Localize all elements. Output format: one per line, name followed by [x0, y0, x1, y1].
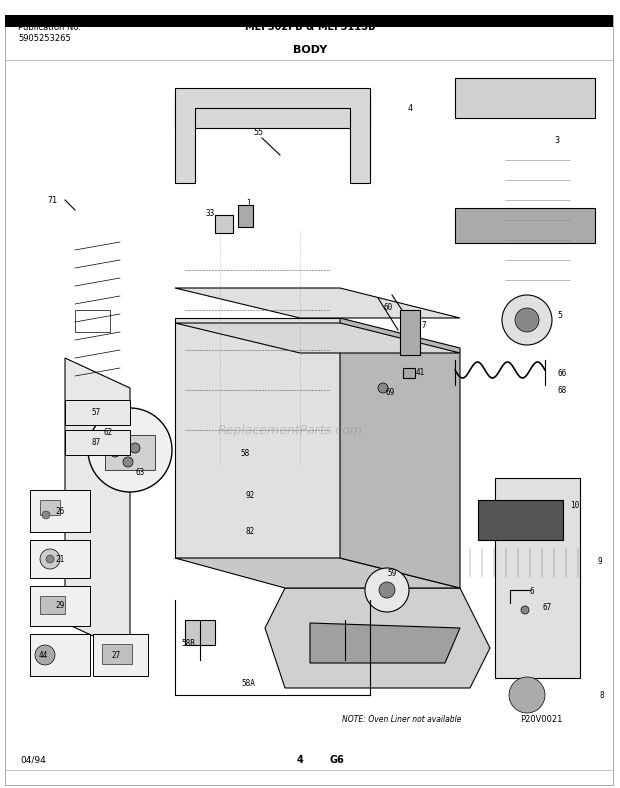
Text: 4: 4: [296, 755, 303, 765]
Text: BODY: BODY: [293, 45, 327, 55]
Text: 5: 5: [557, 310, 562, 319]
Bar: [102, 644, 132, 664]
Polygon shape: [175, 288, 460, 318]
Bar: [5, 15, 613, 27]
Polygon shape: [310, 623, 460, 663]
Polygon shape: [340, 318, 460, 588]
Text: 71: 71: [47, 195, 57, 205]
Polygon shape: [455, 208, 595, 243]
Circle shape: [42, 511, 50, 519]
Polygon shape: [175, 318, 340, 558]
Bar: [30, 634, 90, 676]
Text: 26: 26: [55, 507, 64, 515]
Text: 67: 67: [542, 604, 552, 612]
Circle shape: [515, 308, 539, 332]
Text: 58B: 58B: [181, 638, 195, 648]
Polygon shape: [175, 88, 370, 183]
Bar: [238, 205, 253, 227]
Text: 1: 1: [246, 199, 250, 207]
Text: 60: 60: [383, 303, 392, 311]
Circle shape: [521, 606, 529, 614]
Text: 27: 27: [112, 651, 121, 660]
Text: 8: 8: [600, 690, 604, 700]
Bar: [75, 310, 110, 332]
Polygon shape: [455, 78, 595, 118]
Text: 66: 66: [557, 369, 567, 377]
Text: 04/94: 04/94: [20, 756, 46, 764]
Text: 59: 59: [388, 570, 397, 578]
Bar: [65, 400, 130, 425]
Polygon shape: [175, 323, 460, 353]
Text: 44: 44: [38, 651, 48, 660]
Circle shape: [123, 457, 133, 467]
Text: 58A: 58A: [241, 678, 255, 687]
Text: 3: 3: [554, 136, 559, 144]
Text: 58: 58: [241, 448, 250, 458]
Text: 41: 41: [415, 367, 425, 377]
Text: 29: 29: [55, 601, 64, 611]
Text: Publication No.: Publication No.: [18, 23, 81, 32]
Bar: [65, 430, 130, 455]
Text: 92: 92: [246, 490, 255, 500]
Bar: [93, 634, 148, 676]
Polygon shape: [65, 358, 130, 653]
Text: 87: 87: [91, 437, 100, 447]
Circle shape: [35, 645, 55, 665]
Text: 68: 68: [557, 385, 567, 395]
Bar: [185, 620, 215, 645]
Bar: [105, 435, 155, 470]
Polygon shape: [175, 98, 370, 128]
Text: 33: 33: [205, 209, 215, 217]
Circle shape: [46, 555, 54, 563]
Bar: [40, 500, 60, 515]
Text: 82: 82: [246, 527, 255, 537]
Text: 7: 7: [422, 321, 427, 329]
Bar: [30, 586, 90, 626]
Circle shape: [365, 568, 409, 612]
Bar: [30, 540, 90, 578]
Text: 55: 55: [253, 128, 263, 136]
Text: 63: 63: [135, 467, 144, 477]
Polygon shape: [275, 628, 315, 643]
Circle shape: [379, 582, 395, 598]
Circle shape: [40, 549, 60, 569]
Text: 69: 69: [386, 388, 394, 396]
Circle shape: [502, 295, 552, 345]
Text: 9: 9: [598, 557, 602, 567]
Text: P20V0021: P20V0021: [520, 716, 562, 724]
Text: 4: 4: [407, 103, 412, 113]
Bar: [400, 310, 420, 355]
Bar: [40, 596, 65, 614]
Bar: [215, 215, 233, 233]
Circle shape: [110, 447, 120, 457]
Bar: [30, 490, 90, 532]
Circle shape: [88, 408, 172, 492]
Polygon shape: [265, 588, 490, 688]
Text: 5905253265: 5905253265: [18, 34, 71, 43]
Polygon shape: [495, 478, 580, 678]
Text: ReplacementParts.com: ReplacementParts.com: [218, 423, 363, 437]
Polygon shape: [175, 558, 460, 588]
Bar: [478, 500, 563, 540]
Circle shape: [130, 443, 140, 453]
Text: MEF302PB & MEF311SB: MEF302PB & MEF311SB: [245, 22, 375, 32]
Text: NOTE: Oven Liner not available: NOTE: Oven Liner not available: [342, 716, 461, 724]
Text: G6: G6: [330, 755, 345, 765]
Text: 57: 57: [91, 407, 100, 417]
Text: 21: 21: [55, 555, 64, 563]
Circle shape: [378, 383, 388, 393]
Circle shape: [509, 677, 545, 713]
Text: 10: 10: [570, 500, 580, 510]
Text: 6: 6: [529, 588, 534, 597]
Text: 62: 62: [104, 428, 113, 437]
Bar: [403, 368, 415, 378]
